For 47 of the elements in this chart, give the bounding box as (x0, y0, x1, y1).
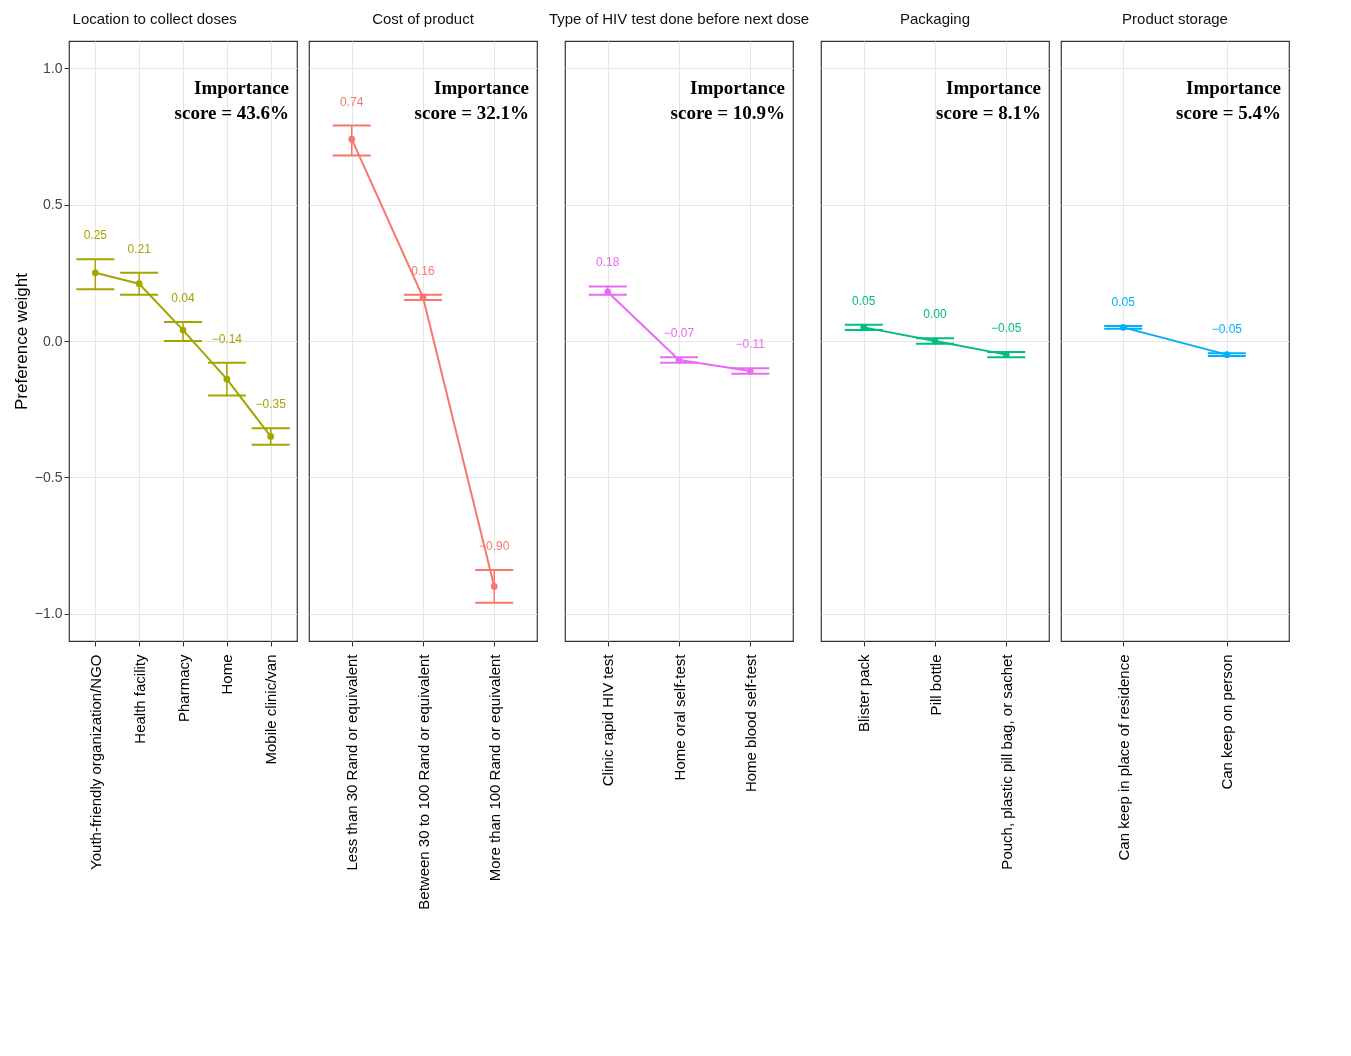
data-label: −0.14 (211, 331, 243, 346)
x-tick-label: Blister pack (855, 654, 873, 733)
x-tick-label: Home oral self‑test (670, 653, 688, 781)
x-tick-label: Youth‑friendly organization/NGO (86, 654, 104, 870)
y-tick-label: 1.0 (43, 59, 63, 76)
x-tick-label: Health facility (130, 654, 148, 744)
x-tick-label: Can keep in place of residence (1114, 654, 1132, 861)
chart-title: Product storage (1122, 10, 1228, 27)
annotation: Importance score = 43.6% (174, 77, 289, 123)
x-tick-label: Clinic rapid HIV test (599, 653, 617, 787)
chart-title: Packaging (899, 10, 971, 27)
x-tick-label: Pouch, plastic pill bag, or sachet (997, 653, 1015, 870)
x-tick-label: Pharmacy (174, 654, 192, 723)
data-label: 0.16 (411, 263, 435, 278)
data-label: −0.05 (1211, 322, 1243, 337)
annotation: Importance score = 5.4% (1176, 77, 1281, 123)
data-label: 0.05 (852, 293, 876, 308)
data-label: 0.21 (127, 241, 152, 256)
x-tick-label: Home blood self‑test (741, 653, 759, 793)
data-label: −0.35 (255, 397, 287, 412)
chart-title: Type of HIV test done before next dose (548, 10, 810, 27)
x-tick-label: Home (218, 654, 236, 695)
data-label: −0.11 (735, 337, 766, 352)
data-label: 0.05 (1111, 295, 1136, 309)
y-tick-label: −0.5 (34, 468, 63, 485)
chart-title: Cost of product (372, 10, 475, 27)
data-label: 0.74 (340, 94, 364, 109)
data-label: 0.04 (171, 290, 195, 305)
annotation: Importance score = 8.1% (936, 77, 1041, 123)
chart-title: Location to collect doses (72, 10, 237, 27)
x-tick-label: Mobile clinic/van (262, 654, 280, 765)
annotation: Importance score = 10.9% (670, 77, 785, 123)
x-tick-label: Can keep on person (1218, 654, 1236, 790)
annotation: Importance score = 32.1% (414, 77, 529, 123)
x-tick-label: Less than 30 Rand or equivalent (343, 653, 361, 871)
y-tick-label: 0.0 (43, 332, 63, 349)
x-tick-label: More than 100 Rand or equivalent (485, 653, 503, 882)
data-label: 0.18 (596, 255, 620, 270)
y-tick-label: 0.5 (43, 196, 63, 213)
data-label: −0.07 (663, 326, 695, 341)
y-tick-label: −1.0 (34, 605, 63, 622)
y-axis-title: Preference weight (11, 272, 31, 411)
x-tick-label: Pill bottle (926, 654, 944, 716)
data-label: 0.00 (923, 307, 947, 322)
data-label: 0.25 (83, 228, 108, 243)
x-tick-label: Between 30 to 100 Rand or equivalent (414, 653, 432, 910)
data-label: −0.05 (991, 320, 1022, 335)
